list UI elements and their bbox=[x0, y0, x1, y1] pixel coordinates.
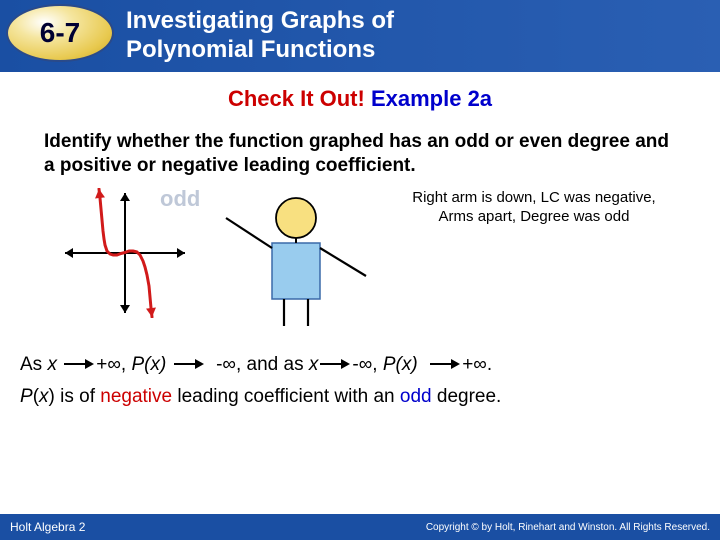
polynomial-graph: odd bbox=[60, 188, 190, 318]
title-line1: Investigating Graphs of bbox=[126, 7, 394, 34]
example-subtitle: Check It Out! Example 2a bbox=[0, 86, 720, 112]
eb-prefix: As bbox=[20, 354, 47, 375]
eb-px2: P(x) bbox=[383, 354, 418, 375]
end-behavior-line: As x +∞, P(x) -∞, and as x -∞, P(x) +∞. bbox=[20, 354, 700, 376]
stick-svg bbox=[216, 188, 376, 328]
concl-mid: leading coefficient with an bbox=[172, 386, 400, 407]
section-number: 6-7 bbox=[40, 17, 80, 49]
eb-to4: +∞. bbox=[462, 354, 492, 375]
lesson-title: Investigating Graphs of Polynomial Funct… bbox=[126, 7, 394, 65]
footer-copyright: Copyright © by Holt, Rinehart and Winsto… bbox=[426, 522, 710, 533]
figure-row: odd Right arm is down, LC was negative, … bbox=[0, 188, 720, 338]
arrow-icon bbox=[64, 358, 94, 370]
concl-pre: is of bbox=[55, 386, 100, 407]
ghost-odd-label: odd bbox=[160, 186, 200, 212]
behavior-note: Right arm is down, LC was negative, Arms… bbox=[394, 188, 674, 227]
header-bar: 6-7 Investigating Graphs of Polynomial F… bbox=[0, 0, 720, 72]
footer-bar: Holt Algebra 2 Copyright © by Holt, Rine… bbox=[0, 514, 720, 540]
footer-book: Holt Algebra 2 bbox=[10, 520, 85, 534]
concl-odd: odd bbox=[400, 386, 432, 407]
question-text: Identify whether the function graphed ha… bbox=[44, 130, 676, 178]
note-line1: Right arm is down, LC was negative, bbox=[412, 189, 655, 206]
eb-to1: +∞, bbox=[96, 354, 131, 375]
eb-x1: x bbox=[47, 354, 57, 375]
concl-px: P bbox=[20, 386, 33, 407]
check-it-out-label: Check It Out! bbox=[228, 86, 365, 111]
concl-x: x bbox=[39, 386, 49, 407]
concl-post: degree. bbox=[432, 386, 502, 407]
arrow-icon bbox=[174, 358, 204, 370]
title-line2: Polynomial Functions bbox=[126, 36, 375, 63]
example-number: Example 2a bbox=[371, 86, 492, 111]
eb-x2: x bbox=[309, 354, 319, 375]
arrow-icon bbox=[320, 358, 350, 370]
conclusion-line: P(x) is of negative leading coefficient … bbox=[20, 386, 700, 408]
eb-px1: P(x) bbox=[131, 354, 166, 375]
section-oval: 6-7 bbox=[6, 4, 114, 62]
eb-to3: -∞, bbox=[352, 354, 382, 375]
concl-negative: negative bbox=[100, 386, 172, 407]
note-line2: Arms apart, Degree was odd bbox=[439, 208, 630, 225]
arrow-icon bbox=[430, 358, 460, 370]
eb-to2: -∞, and as bbox=[216, 354, 309, 375]
stick-figure bbox=[216, 188, 376, 328]
